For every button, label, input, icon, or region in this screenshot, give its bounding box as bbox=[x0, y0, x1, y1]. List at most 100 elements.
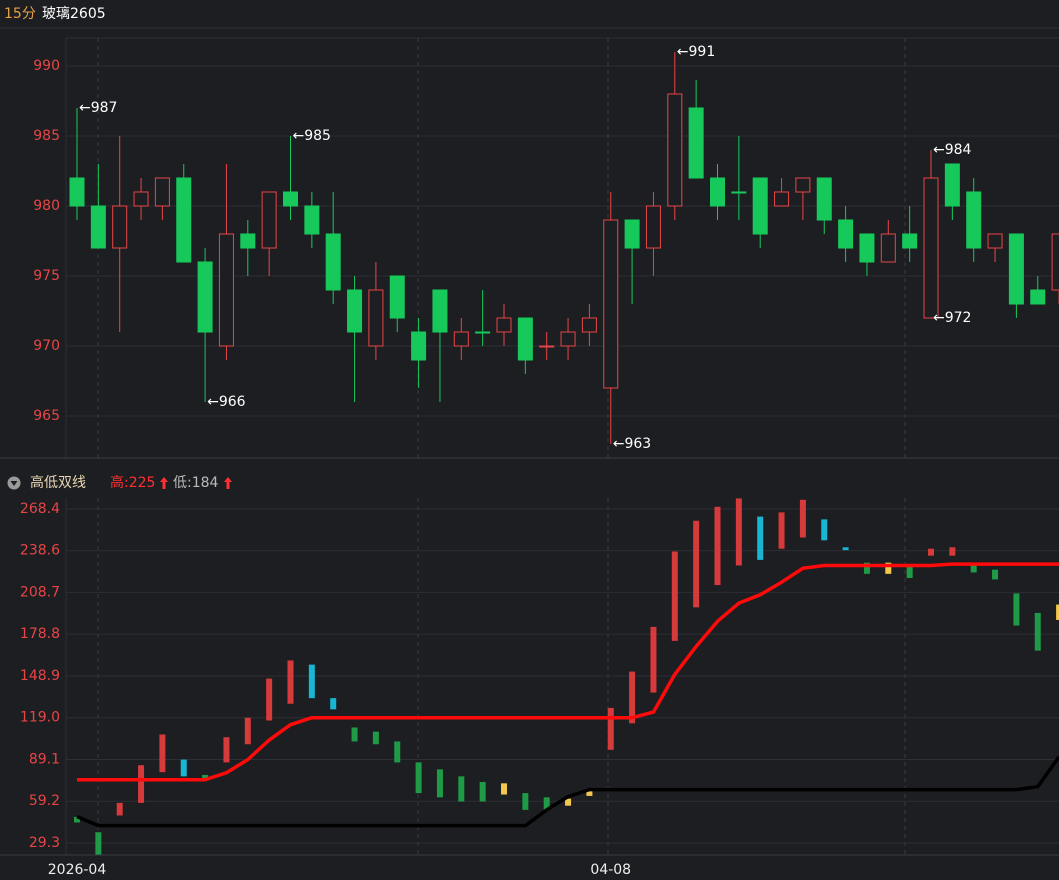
range-bar bbox=[671, 551, 678, 641]
candle-body bbox=[453, 331, 469, 347]
range-bar bbox=[757, 516, 764, 560]
y-tick-label: 990 bbox=[33, 58, 60, 74]
range-bar bbox=[74, 816, 80, 823]
price-annotation: ←984 bbox=[933, 142, 972, 158]
range-bar bbox=[799, 499, 806, 538]
y-tick-label: 59.2 bbox=[29, 793, 60, 809]
y-tick-label: 119.0 bbox=[20, 710, 60, 726]
y-tick-label: 975 bbox=[33, 268, 60, 284]
y-tick-label: 208.7 bbox=[20, 584, 60, 600]
candle-body bbox=[603, 219, 619, 389]
range-bar bbox=[159, 734, 166, 773]
candle-body bbox=[774, 191, 790, 207]
range-bar bbox=[95, 832, 102, 855]
candle-body bbox=[944, 163, 960, 207]
y-tick-label: 178.8 bbox=[20, 626, 60, 642]
candle-body bbox=[987, 233, 1003, 249]
range-bar bbox=[351, 727, 358, 742]
candle-body bbox=[283, 191, 298, 207]
range-bar bbox=[693, 520, 700, 608]
range-bar bbox=[479, 781, 486, 802]
range-bar bbox=[330, 698, 337, 710]
range-bar bbox=[180, 759, 187, 777]
range-bar bbox=[501, 783, 507, 795]
y-tick-label: 238.6 bbox=[20, 543, 60, 559]
candle-body bbox=[539, 345, 555, 348]
candle-body bbox=[752, 177, 768, 235]
indicator-title[interactable]: 高低双线 bbox=[30, 474, 86, 491]
price-annotation: ←991 bbox=[677, 44, 715, 60]
range-bar bbox=[928, 548, 934, 556]
candle-body bbox=[112, 205, 128, 249]
y-tick-label: 965 bbox=[33, 408, 60, 424]
range-bar bbox=[650, 626, 657, 693]
range-bar bbox=[287, 660, 294, 704]
candle-body bbox=[731, 191, 747, 194]
candle-body bbox=[710, 177, 725, 207]
up-arrow bbox=[224, 477, 232, 489]
range-bar bbox=[116, 802, 123, 816]
range-bar bbox=[714, 506, 721, 586]
range-bar bbox=[1034, 612, 1041, 651]
range-bar bbox=[266, 678, 273, 721]
range-bar bbox=[885, 562, 892, 574]
candle-body bbox=[261, 191, 277, 249]
range-bar bbox=[906, 564, 913, 579]
candle-body bbox=[838, 219, 854, 249]
range-bar bbox=[1056, 604, 1059, 620]
candle-body bbox=[197, 261, 213, 333]
candle-body bbox=[902, 233, 918, 249]
y-tick-label: 29.3 bbox=[29, 835, 60, 851]
price-annotation: ←966 bbox=[207, 394, 246, 410]
candle-body bbox=[667, 93, 683, 207]
price-annotation: ←985 bbox=[293, 128, 331, 144]
range-bar bbox=[1013, 593, 1020, 626]
range-bar bbox=[138, 765, 145, 803]
y-tick-label: 970 bbox=[33, 338, 60, 354]
candle-body bbox=[966, 191, 982, 249]
range-bar bbox=[970, 564, 977, 573]
candle-body bbox=[923, 177, 939, 319]
period[interactable]: 15分 bbox=[4, 6, 36, 22]
x-tick-label: 04-08 bbox=[590, 862, 631, 878]
range-bar bbox=[821, 519, 828, 541]
candle-body bbox=[859, 233, 875, 263]
range-bar bbox=[543, 797, 550, 810]
candle-body bbox=[218, 233, 234, 347]
candle-body bbox=[1008, 233, 1024, 305]
indicator-line bbox=[76, 755, 1059, 828]
candle-body bbox=[560, 331, 576, 347]
range-bar bbox=[244, 717, 251, 745]
range-bar bbox=[863, 562, 870, 574]
range-bar bbox=[394, 741, 401, 763]
range-bar bbox=[308, 664, 315, 699]
up-arrow bbox=[160, 477, 168, 489]
candle-body bbox=[368, 289, 384, 347]
legend-low: 低:184 bbox=[173, 475, 219, 491]
candle-body bbox=[154, 177, 170, 207]
candle-body bbox=[90, 205, 106, 249]
price-annotation: ←987 bbox=[79, 100, 117, 116]
range-bar bbox=[842, 547, 849, 551]
candle-body bbox=[496, 317, 512, 333]
candle-body bbox=[133, 191, 149, 207]
candle-body bbox=[688, 107, 704, 179]
candle-body bbox=[581, 317, 597, 333]
y-tick-label: 148.9 bbox=[20, 668, 60, 684]
candle-body bbox=[517, 317, 533, 361]
range-bar bbox=[522, 793, 529, 810]
candle-body bbox=[475, 331, 491, 334]
y-tick-label: 268.4 bbox=[20, 501, 60, 517]
range-bar bbox=[629, 671, 636, 724]
candle-body bbox=[347, 289, 363, 333]
candle-body bbox=[325, 233, 341, 291]
candle-body bbox=[880, 233, 896, 263]
candle-body bbox=[176, 177, 192, 263]
candle-body bbox=[795, 177, 811, 193]
range-bar bbox=[458, 776, 465, 802]
symbol[interactable]: 玻璃2605 bbox=[42, 5, 106, 22]
candle-body bbox=[1051, 233, 1059, 291]
legend-high: 高:225 bbox=[110, 474, 155, 491]
